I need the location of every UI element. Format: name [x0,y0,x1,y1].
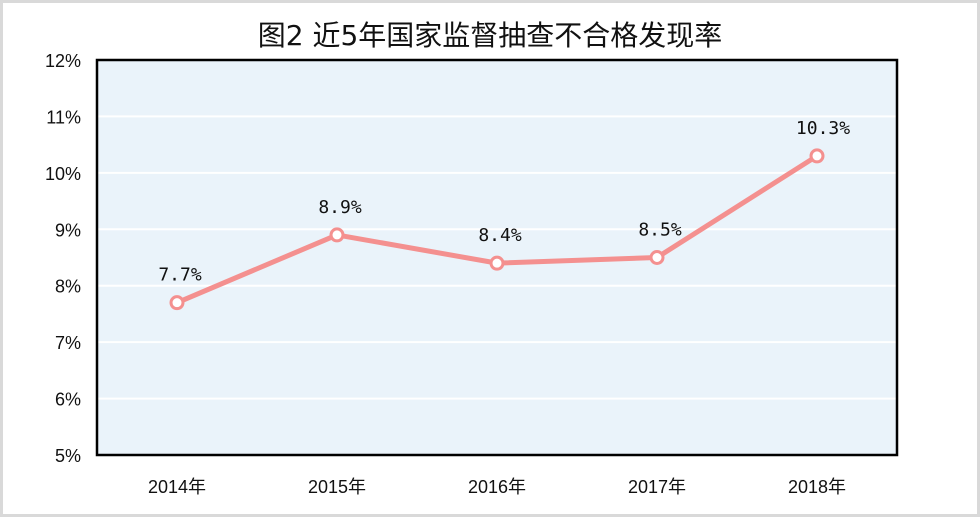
x-tick-label: 2018年 [788,477,846,497]
data-label: 8.9% [318,197,362,218]
data-point [489,255,505,271]
data-point [649,250,665,265]
y-tick-label: 7% [55,333,81,353]
y-tick-label: 9% [55,220,81,240]
y-tick-label: 6% [55,390,81,410]
y-tick-label: 11% [46,107,81,127]
y-tick-label: 12% [45,51,81,71]
x-tick-label: 2017年 [628,477,686,497]
y-tick-label: 8% [55,277,81,297]
data-label: 8.4% [478,225,522,246]
data-point [329,227,345,243]
data-point [809,148,825,164]
y-tick-label: 5% [55,446,81,466]
data-point [169,295,185,311]
x-tick-label: 2014年 [148,477,206,497]
chart-title: 图2 近5年国家监督抽查不合格发现率 [257,19,723,52]
y-tick-label: 10% [45,164,81,184]
data-label: 7.7% [158,265,202,286]
data-label: 8.5% [638,220,682,241]
plot-border [95,58,899,457]
x-tick-label: 2016年 [468,477,526,497]
data-label: 10.3% [796,118,850,139]
x-tick-label: 2015年 [308,477,366,497]
